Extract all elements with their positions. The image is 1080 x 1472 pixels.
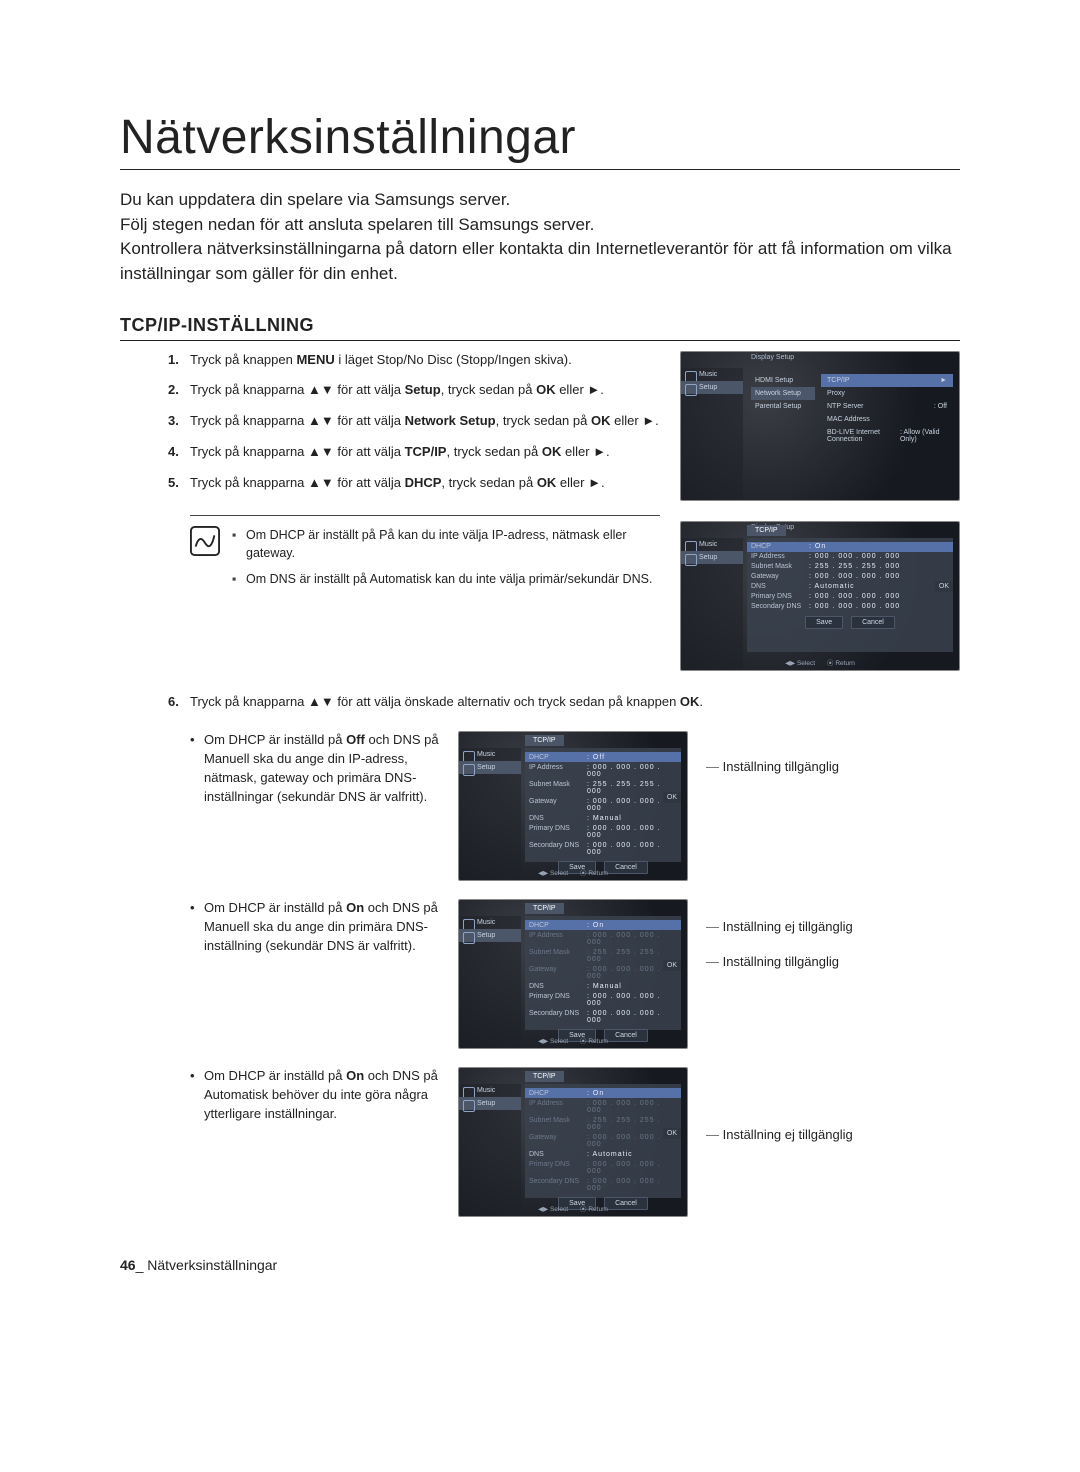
shot-row: Subnet Mask: 255 . 255 . 255 . 000 [529,1115,677,1132]
step-item: Tryck på knapparna ▲▼ för att välja DHCP… [190,474,660,493]
step-6: Tryck på knapparna ▲▼ för att välja önsk… [190,693,960,712]
note-item: Om DHCP är inställt på På kan du inte vä… [232,526,660,562]
case-text: Om DHCP är inställd på Off och DNS på Ma… [190,731,440,806]
shot-row: DHCP: On [525,920,681,930]
screenshot-dhcp-on-auto: Music Setup TCP/IP DHCP: OnIP Address: 0… [458,1067,688,1217]
label-available: Inställning tillgänglig [706,954,960,971]
shot-row: IP Address: 000 . 000 . 000 . 000 [529,762,677,779]
shot-row: IP Address: 000 . 000 . 000 . 000 [529,930,677,947]
intro-line: Kontrollera nätverksinställningarna på d… [120,237,960,286]
sidebar-setup: Setup [681,381,743,394]
case-text: Om DHCP är inställd på On och DNS på Aut… [190,1067,440,1124]
shot-row: Subnet Mask: 255 . 255 . 255 . 000 [529,779,677,796]
note-list: Om DHCP är inställt på På kan du inte vä… [232,526,660,596]
shot-panel: TCP/IP DHCP: OnIP Address: 000 . 000 . 0… [747,538,953,652]
shot-row: DHCP: Off [525,752,681,762]
shot-row: DNS: Automatic [529,1149,677,1159]
page-footer: 46_ Nätverksinställningar [120,1257,960,1273]
shot-row: DNS: Manual [529,813,677,823]
shot-row: DNS: Manual [529,981,677,991]
case-row-off: Om DHCP är inställd på Off och DNS på Ma… [190,731,960,881]
shot-menu-col: HDMI Setup Network Setup Parental Setup [751,374,815,413]
case-row-on-manual: Om DHCP är inställd på On och DNS på Man… [190,899,960,1049]
intro-block: Du kan uppdatera din spelare via Samsung… [120,188,960,287]
case-shot: Music Setup TCP/IP DHCP: OnIP Address: 0… [458,1067,688,1217]
step6-wrap: Tryck på knapparna ▲▼ för att välja önsk… [120,693,960,1218]
steps-list: Tryck på knappen MENU i läget Stop/No Di… [120,351,660,493]
left-col: Tryck på knappen MENU i läget Stop/No Di… [120,351,660,671]
shot-row: Subnet Mask: 255 . 255 . 255 . 000 [529,947,677,964]
case-row-on-auto: Om DHCP är inställd på On och DNS på Aut… [190,1067,960,1217]
screenshot-tcpip-top: Music Setup Display Setup TCP/IP DHCP: O… [680,521,960,671]
shot-row: Primary DNS: 000 . 000 . 000 . 000 [751,592,949,602]
screenshot-dhcp-on-manual: Music Setup TCP/IP DHCP: OnIP Address: 0… [458,899,688,1049]
label-unavailable: Inställning ej tillgänglig [706,1127,960,1144]
case-labels: Inställning ej tillgänglig Inställning t… [706,899,960,971]
screenshot-network-setup: Music Setup Display Setup HDMI Setup Net… [680,351,960,501]
shot-row: Secondary DNS: 000 . 000 . 000 . 000 [529,840,677,857]
shot-row: Primary DNS: 000 . 000 . 000 . 000 [529,1159,677,1176]
page: Nätverksinställningar Du kan uppdatera d… [0,0,1080,1313]
shot-row: Secondary DNS: 000 . 000 . 000 . 000 [751,602,949,612]
case-shot: Music Setup TCP/IP DHCP: OnIP Address: 0… [458,899,688,1049]
right-col: Music Setup Display Setup HDMI Setup Net… [680,351,960,671]
page-number: 46 [120,1257,136,1273]
page-title: Nätverksinställningar [120,110,960,165]
shot-rows: DHCP: OffIP Address: 000 . 000 . 000 . 0… [529,752,677,857]
note-separator [190,515,660,516]
shot-menu-sub: TCP/IP► Proxy NTP Server: Off MAC Addres… [821,374,953,446]
case-text: Om DHCP är inställd på On och DNS på Man… [190,899,440,956]
shot-row: DHCP: On [525,1088,681,1098]
shot-rows: DHCP: OnIP Address: 000 . 000 . 000 . 00… [529,920,677,1025]
case-shot: Music Setup TCP/IP DHCP: OffIP Address: … [458,731,688,881]
shot-row: DNS: Automatic [751,582,949,592]
shot-row: Secondary DNS: 000 . 000 . 000 . 000 [529,1008,677,1025]
step-item: Tryck på knappen MENU i läget Stop/No Di… [190,351,660,370]
shot-row: Gateway: 000 . 000 . 000 . 000 [529,964,677,981]
section-underline [120,340,960,341]
case-labels: Inställning ej tillgänglig [706,1067,960,1144]
shot-row: Gateway: 000 . 000 . 000 . 000 [751,572,949,582]
sidebar-music: Music [681,368,743,381]
shot-header: Display Setup [751,354,794,361]
case-labels: Inställning tillgänglig [706,731,960,776]
two-col-layout: Tryck på knappen MENU i läget Stop/No Di… [120,351,960,671]
intro-line: Du kan uppdatera din spelare via Samsung… [120,188,960,213]
shot-row: Gateway: 000 . 000 . 000 . 000 [529,1132,677,1149]
step-item: Tryck på knapparna ▲▼ för att välja Netw… [190,412,660,431]
shot-rows: DHCP: OnIP Address: 000 . 000 . 000 . 00… [529,1088,677,1193]
shot-row: Gateway: 000 . 000 . 000 . 000 [529,796,677,813]
shot-row: Primary DNS: 000 . 000 . 000 . 000 [529,823,677,840]
shot-row: DHCP: On [747,542,953,552]
intro-line: Följ stegen nedan för att ansluta spelar… [120,213,960,238]
section-header: TCP/IP-INSTÄLLNING [120,315,960,336]
footer-section: Nätverksinställningar [147,1257,277,1273]
note-item: Om DNS är inställt på Automatisk kan du … [232,570,660,588]
label-unavailable: Inställning ej tillgänglig [706,919,960,936]
note-icon [190,526,220,596]
shot-row: Primary DNS: 000 . 000 . 000 . 000 [529,991,677,1008]
note-block: Om DHCP är inställt på På kan du inte vä… [120,526,660,596]
shot-row: Secondary DNS: 000 . 000 . 000 . 000 [529,1176,677,1193]
shot-row: IP Address: 000 . 000 . 000 . 000 [751,552,949,562]
screenshot-dhcp-off: Music Setup TCP/IP DHCP: OffIP Address: … [458,731,688,881]
step-item: Tryck på knapparna ▲▼ för att välja Setu… [190,381,660,400]
shot-row: IP Address: 000 . 000 . 000 . 000 [529,1098,677,1115]
label-available: Inställning tillgänglig [706,759,960,776]
shot-row: Subnet Mask: 255 . 255 . 255 . 000 [751,562,949,572]
title-underline [120,169,960,170]
shot-rows-top: DHCP: OnIP Address: 000 . 000 . 000 . 00… [751,542,949,612]
step-item: Tryck på knapparna ▲▼ för att välja TCP/… [190,443,660,462]
